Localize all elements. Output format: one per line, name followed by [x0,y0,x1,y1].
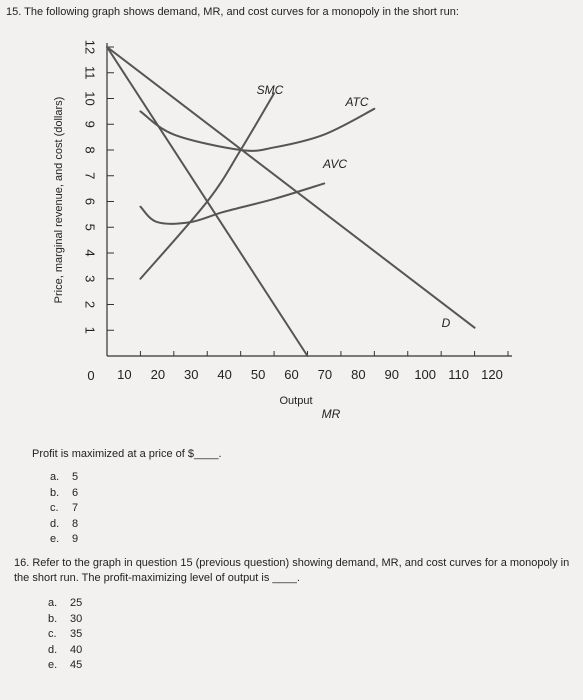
y-axis-label: Price, marginal revenue, and cost (dolla… [53,97,65,304]
question-15-title: 15. The following graph shows demand, MR… [6,6,459,18]
curve-atc [139,107,376,152]
curve-d [106,46,476,329]
x-tick-label: 50 [251,367,265,382]
chart-axes [106,43,512,357]
chart-curves [106,46,476,357]
q15-option-5[interactable]: a. 5 [50,470,78,486]
y-tick-label: 8 [83,146,98,153]
q15-option-7[interactable]: c. 7 [50,501,78,517]
option-letter: e. [50,533,60,545]
option-letter: c. [48,628,57,640]
option-text: 6 [72,486,79,499]
x-tick-label: 70 [318,367,332,382]
curve-avc [139,182,326,225]
x-tick-label: 110 [448,367,469,382]
x-axis-label: Output [279,395,312,407]
y-tick-label: 1 [83,327,98,334]
question-15-prompt: Profit is maximized at a price of $____. [32,448,222,460]
q15-option-9[interactable]: e. 9 [50,532,78,548]
y-tick-label: 10 [83,91,98,105]
option-letter: a. [50,471,60,483]
curve-label-atc: ATC [344,95,368,109]
y-tick-label: 4 [83,249,98,256]
curve-label-mr: MR [322,407,341,421]
y-tick-label: 3 [83,275,98,282]
y-tick-label: 9 [83,121,98,128]
x-tick-label: 60 [284,367,298,382]
option-text: 45 [70,659,83,671]
y-tick-label: 2 [83,301,98,308]
y-tick-label: 6 [83,198,98,205]
q15-option-8[interactable]: d. 8 [50,517,78,533]
option-letter: b. [48,612,58,625]
option-text: 35 [70,628,83,640]
q15-option-6[interactable]: b. 6 [50,486,78,502]
q16-option-25[interactable]: a. 25 [48,596,82,612]
option-letter: a. [48,597,58,609]
option-letter: e. [48,659,58,671]
curve-label-avc: AVC [322,157,347,171]
x-tick-label: 100 [414,367,436,382]
x-tick-label: 80 [351,367,365,382]
x-tick-label: 90 [385,367,399,382]
q16-option-40[interactable]: d. 40 [48,643,82,659]
x-tick-label: 120 [481,367,503,382]
option-letter: b. [50,486,60,499]
option-text: 8 [72,517,79,530]
y-tick-label: 5 [83,224,98,231]
option-text: 5 [72,471,79,483]
curve-label-smc: SMC [257,83,284,97]
y-tick-label: 11 [83,66,98,80]
x-tick-label: 20 [151,367,165,382]
curve-smc [139,92,276,280]
option-letter: d. [48,643,58,656]
option-letter: d. [50,517,60,530]
q16-option-35[interactable]: c. 35 [48,627,82,643]
q16-option-45[interactable]: e. 45 [48,658,82,674]
option-text: 30 [70,612,83,625]
option-text: 9 [72,533,79,545]
y-tick-label: 7 [83,172,98,179]
option-text: 40 [70,643,83,656]
x-tick-label: 10 [117,367,131,382]
q16-option-30[interactable]: b. 30 [48,612,82,628]
question-16-text: 16. Refer to the graph in question 15 (p… [14,557,570,584]
y-tick-label: 12 [83,40,98,54]
origin-label: 0 [87,368,94,383]
x-tick-label: 30 [184,367,198,382]
option-text: 25 [70,597,83,609]
curve-label-d: D [442,316,451,330]
option-text: 7 [72,502,79,514]
x-tick-label: 40 [217,367,231,382]
question-15-options: a. 5 b. 6 c. 7 d. 8 e. 9 [50,470,78,548]
question-16-options: a. 25 b. 30 c. 35 d. 40 e. 45 [48,596,82,674]
option-letter: c. [50,502,59,514]
